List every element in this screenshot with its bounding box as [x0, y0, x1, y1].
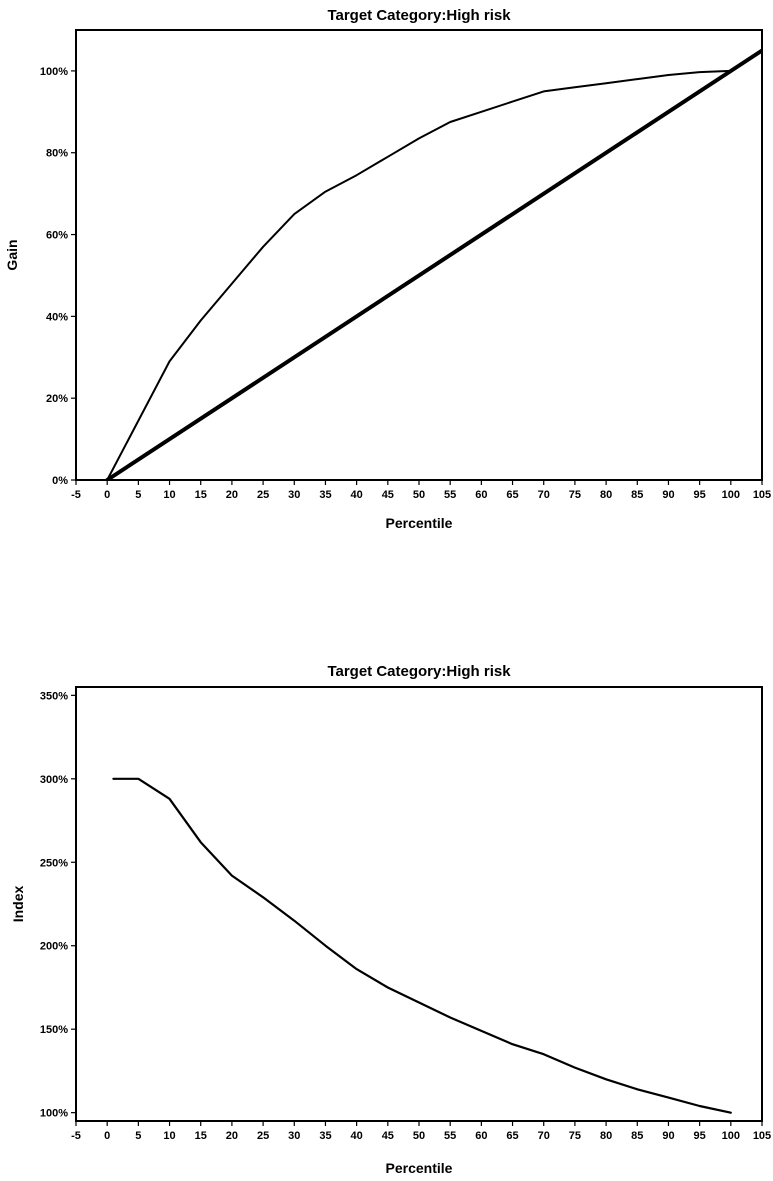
plot-frame [75, 29, 763, 481]
chart-title: Target Category:High risk [327, 7, 511, 24]
x-tick-label: 35 [319, 489, 331, 501]
y-tick-label: 40% [46, 311, 68, 323]
x-tick-label: 40 [351, 489, 363, 501]
x-tick-label: 45 [382, 489, 394, 501]
chart-title: Target Category:High risk [327, 663, 511, 680]
x-tick-label: 70 [538, 489, 550, 501]
x-tick-label: 30 [288, 489, 300, 501]
y-axis-title: Index [10, 886, 26, 923]
x-tick-label: 65 [506, 489, 518, 501]
x-tick-label: 25 [257, 489, 269, 501]
y-tick-label: 60% [46, 230, 68, 242]
x-tick-label: 90 [662, 1130, 674, 1142]
x-tick-label: 40 [351, 1130, 363, 1142]
x-tick-label: 0 [104, 1130, 110, 1142]
x-tick-label: 100 [722, 489, 740, 501]
x-tick-label: 20 [226, 489, 238, 501]
x-tick-label: 60 [475, 1130, 487, 1142]
x-tick-label: 50 [413, 489, 425, 501]
x-tick-label: 0 [104, 489, 110, 501]
x-tick-label: 25 [257, 1130, 269, 1142]
x-tick-label: 75 [569, 1130, 581, 1142]
x-tick-label: 10 [163, 1130, 175, 1142]
x-tick-label: -5 [71, 1130, 81, 1142]
x-axis-title: Percentile [386, 515, 453, 531]
x-tick-label: 5 [135, 489, 141, 501]
y-axis-title: Gain [4, 239, 20, 270]
x-tick-label: 55 [444, 489, 456, 501]
x-tick-label: 5 [135, 1130, 141, 1142]
x-tick-label: -5 [71, 489, 81, 501]
y-tick-label: 150% [40, 1024, 68, 1036]
x-tick-label: 35 [319, 1130, 331, 1142]
y-tick-label: 80% [46, 148, 68, 160]
series-line-1 [112, 777, 732, 1114]
y-tick-label: 0% [52, 475, 68, 487]
chart-1: Target Category:High risk -5 0 5 10 15 20 25 30 3… [4, 7, 771, 531]
plot-frame [75, 686, 763, 1122]
x-tick-label: 55 [444, 1130, 456, 1142]
series-line-1 [106, 69, 732, 480]
x-tick-label: 80 [600, 489, 612, 501]
x-tick-label: 95 [694, 489, 706, 501]
x-tick-label: 10 [163, 489, 175, 501]
x-tick-label: 100 [722, 1130, 740, 1142]
x-tick-label: 60 [475, 489, 487, 501]
chart-2: Target Category:High risk -5 0 5 10 15 20 25 30 3… [10, 663, 771, 1176]
y-tick-label: 350% [40, 690, 68, 702]
x-tick-label: 90 [662, 489, 674, 501]
x-tick-label: 75 [569, 489, 581, 501]
x-tick-label: 85 [631, 1130, 643, 1142]
x-tick-label: 70 [538, 1130, 550, 1142]
y-tick-label: 250% [40, 857, 68, 869]
y-tick-label: 300% [40, 774, 68, 786]
x-tick-label: 15 [195, 489, 207, 501]
x-tick-label: 30 [288, 1130, 300, 1142]
x-tick-label: 65 [506, 1130, 518, 1142]
x-tick-label: 45 [382, 1130, 394, 1142]
x-tick-label: 20 [226, 1130, 238, 1142]
x-tick-label: 80 [600, 1130, 612, 1142]
y-tick-label: 20% [46, 393, 68, 405]
y-tick-label: 200% [40, 941, 68, 953]
x-tick-label: 105 [753, 1130, 771, 1142]
y-tick-label: 100% [40, 1108, 68, 1120]
series-line-2 [105, 48, 762, 480]
x-axis-title: Percentile [386, 1160, 453, 1176]
x-tick-label: 105 [753, 489, 771, 501]
x-tick-label: 95 [694, 1130, 706, 1142]
x-tick-label: 15 [195, 1130, 207, 1142]
x-tick-label: 50 [413, 1130, 425, 1142]
x-tick-label: 85 [631, 489, 643, 501]
y-tick-label: 100% [40, 66, 68, 78]
